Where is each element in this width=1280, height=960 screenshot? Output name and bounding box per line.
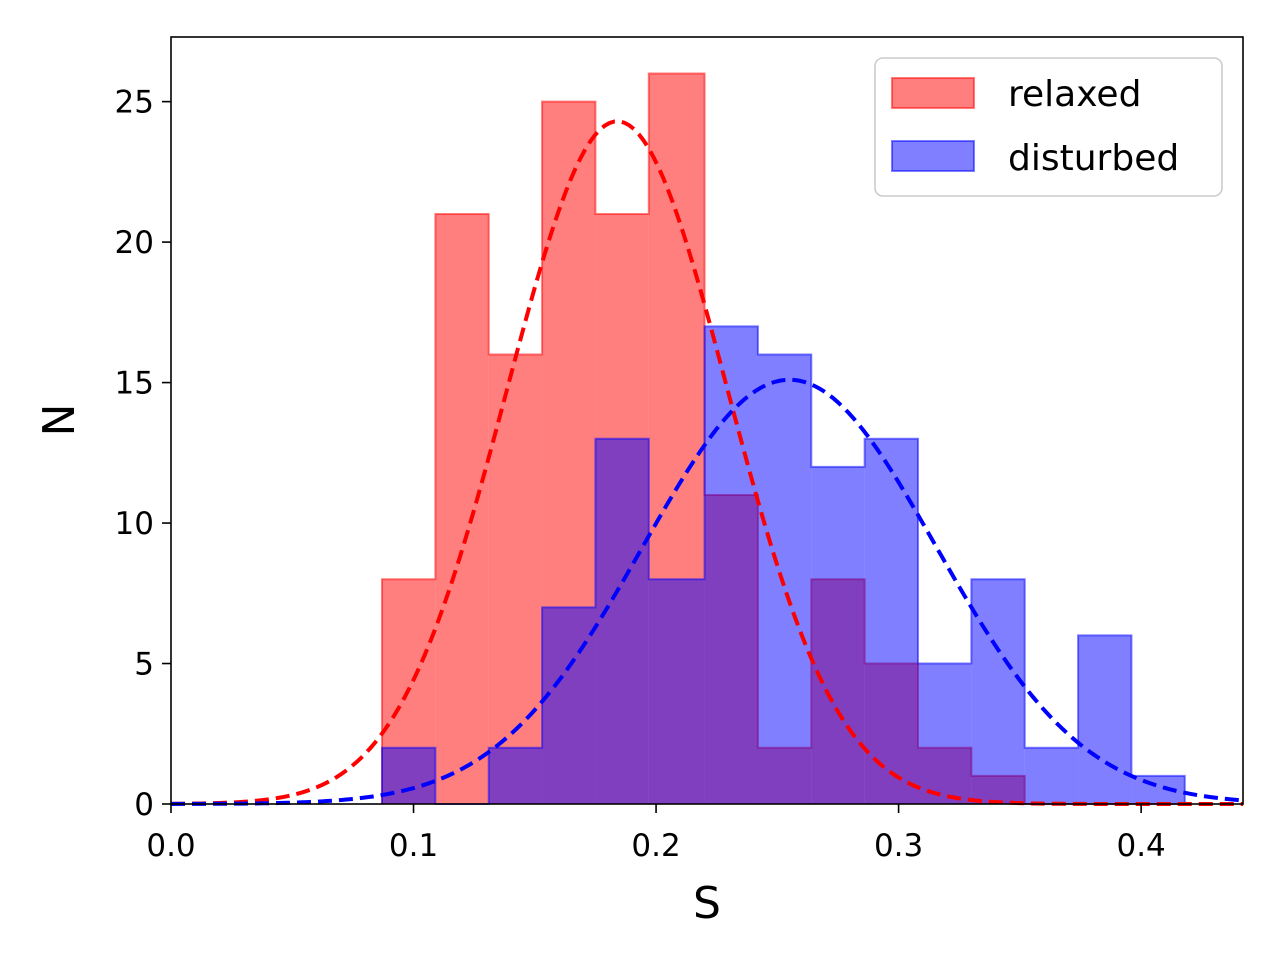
y-tick-label: 5 (134, 647, 154, 683)
x-tick-label: 0.2 (631, 828, 680, 864)
x-tick-label: 0.4 (1116, 828, 1165, 864)
relaxed-bar (435, 214, 489, 804)
x-tick-label: 0.0 (146, 828, 195, 864)
disturbed-bar (704, 326, 758, 804)
disturbed-bar (542, 607, 596, 804)
y-tick-label: 0 (134, 787, 154, 823)
y-tick-label: 25 (115, 85, 154, 121)
disturbed-histogram (381, 325, 1186, 805)
y-axis-label: N (34, 404, 85, 437)
x-axis: 0.0 0.1 0.2 0.3 0.4 (146, 804, 1166, 864)
legend: relaxed disturbed (874, 57, 1223, 197)
disturbed-fit-curve (170, 377, 1244, 806)
disturbed-bar (1078, 635, 1132, 804)
legend-swatch-relaxed (891, 77, 975, 109)
disturbed-bar (918, 663, 972, 804)
legend-label-relaxed: relaxed (1008, 74, 1141, 115)
disturbed-bar (864, 438, 919, 804)
y-tick-label: 20 (115, 225, 154, 261)
legend-label-disturbed: disturbed (1008, 138, 1179, 179)
legend-swatch-disturbed (891, 140, 975, 172)
disturbed-bar (971, 579, 1025, 804)
disturbed-bar (811, 466, 865, 804)
disturbed-bar (488, 747, 543, 804)
y-axis: 0 5 10 15 20 25 (115, 85, 171, 823)
x-axis-label: S (693, 878, 721, 929)
y-tick-label: 10 (115, 506, 154, 542)
y-tick-label: 15 (115, 366, 154, 402)
x-tick-label: 0.1 (389, 828, 438, 864)
disturbed-bar (757, 354, 812, 804)
disturbed-bar (1131, 775, 1185, 804)
axes-frame (170, 36, 1244, 805)
disturbed-bar (648, 579, 705, 804)
disturbed-bar (595, 438, 649, 804)
x-tick-label: 0.3 (874, 828, 923, 864)
disturbed-bar (1024, 747, 1079, 804)
